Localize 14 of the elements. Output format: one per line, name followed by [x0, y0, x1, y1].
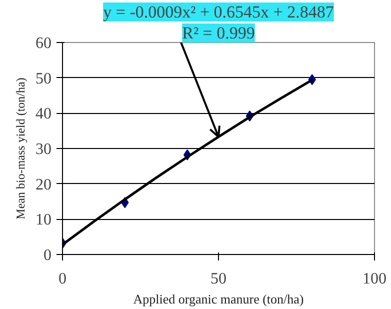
x-tick-label: 50	[210, 270, 226, 288]
y-tick-label: 0	[44, 247, 52, 264]
y-tick-label: 40	[36, 106, 52, 123]
y-tick-label: 10	[36, 212, 52, 229]
annotation: y = -0.0009x² + 0.6545x + 2.8487	[103, 2, 334, 22]
annotation: R² = 0.999	[182, 24, 255, 42]
y-tick-label: 50	[36, 70, 52, 88]
y-tick-label: 30	[36, 141, 52, 158]
y-tick-label: 60	[36, 35, 52, 52]
x-tick-label: 0	[58, 270, 66, 288]
y-axis-title: Mean bio-mass yield (ton/ha)	[14, 78, 28, 220]
x-tick-label: 100	[362, 270, 386, 288]
y-tick-label: 20	[36, 176, 52, 194]
x-axis-title: Applied organic manure (ton/ha)	[133, 292, 304, 306]
